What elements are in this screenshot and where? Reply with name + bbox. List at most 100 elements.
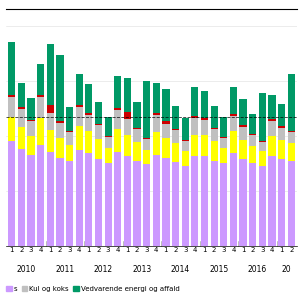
- Bar: [259, 142, 266, 151]
- Bar: [124, 112, 131, 119]
- Bar: [201, 156, 208, 246]
- Bar: [124, 78, 131, 112]
- Bar: [8, 141, 15, 246]
- Bar: [172, 143, 179, 162]
- Bar: [85, 153, 92, 246]
- Bar: [27, 98, 35, 120]
- Bar: [230, 153, 237, 246]
- Bar: [85, 131, 92, 153]
- Bar: [268, 136, 276, 156]
- Bar: [191, 87, 199, 116]
- Bar: [18, 149, 25, 246]
- Bar: [259, 166, 266, 246]
- Bar: [230, 87, 237, 114]
- Bar: [104, 117, 112, 136]
- Bar: [66, 145, 73, 161]
- Bar: [220, 148, 227, 163]
- Bar: [239, 125, 247, 127]
- Bar: [268, 95, 276, 119]
- Bar: [56, 55, 64, 122]
- Bar: [76, 107, 83, 126]
- Legend: s, Kul og koks, Vedvarende energi og affald: s, Kul og koks, Vedvarende energi og aff…: [4, 283, 182, 295]
- Bar: [104, 136, 112, 137]
- Bar: [134, 142, 141, 161]
- Bar: [249, 114, 256, 134]
- Bar: [172, 130, 179, 143]
- Bar: [182, 166, 189, 246]
- Bar: [95, 159, 102, 246]
- Bar: [220, 117, 227, 137]
- Bar: [8, 95, 15, 97]
- Bar: [182, 151, 189, 166]
- Bar: [162, 122, 169, 124]
- Bar: [201, 135, 208, 156]
- Bar: [153, 112, 160, 115]
- Bar: [172, 106, 179, 129]
- Bar: [76, 126, 83, 150]
- Bar: [211, 128, 218, 129]
- Bar: [239, 99, 247, 125]
- Bar: [18, 109, 25, 127]
- Bar: [162, 138, 169, 158]
- Bar: [37, 95, 44, 97]
- Bar: [239, 159, 247, 246]
- Bar: [104, 137, 112, 148]
- Bar: [47, 152, 54, 246]
- Bar: [47, 44, 54, 105]
- Bar: [124, 135, 131, 156]
- Bar: [259, 93, 266, 141]
- Bar: [95, 102, 102, 124]
- Bar: [153, 83, 160, 112]
- Bar: [220, 137, 227, 138]
- Bar: [182, 140, 189, 141]
- Bar: [230, 114, 237, 116]
- Bar: [230, 131, 237, 153]
- Bar: [268, 156, 276, 246]
- Bar: [220, 138, 227, 148]
- Bar: [95, 125, 102, 139]
- Bar: [143, 150, 150, 164]
- Bar: [191, 118, 199, 135]
- Bar: [162, 124, 169, 138]
- Bar: [8, 42, 15, 95]
- Bar: [249, 135, 256, 146]
- Bar: [143, 138, 150, 139]
- Bar: [288, 143, 295, 161]
- Bar: [278, 126, 285, 128]
- Bar: [124, 119, 131, 135]
- Bar: [85, 112, 92, 115]
- Bar: [134, 128, 141, 129]
- Bar: [85, 84, 92, 112]
- Bar: [268, 119, 276, 122]
- Bar: [211, 106, 218, 128]
- Bar: [8, 97, 15, 117]
- Bar: [47, 105, 54, 112]
- Bar: [66, 161, 73, 246]
- Bar: [76, 150, 83, 246]
- Bar: [211, 129, 218, 141]
- Bar: [37, 145, 44, 246]
- Bar: [124, 156, 131, 246]
- Bar: [239, 140, 247, 159]
- Bar: [182, 141, 189, 151]
- Bar: [143, 139, 150, 150]
- Bar: [56, 158, 64, 246]
- Text: 2013: 2013: [132, 266, 152, 274]
- Text: 2010: 2010: [16, 266, 36, 274]
- Bar: [104, 148, 112, 163]
- Bar: [37, 64, 44, 95]
- Bar: [191, 156, 199, 246]
- Bar: [47, 112, 54, 130]
- Bar: [134, 129, 141, 142]
- Bar: [259, 151, 266, 166]
- Bar: [201, 118, 208, 120]
- Bar: [134, 102, 141, 128]
- Bar: [76, 105, 83, 107]
- Bar: [37, 118, 44, 145]
- Bar: [47, 130, 54, 152]
- Bar: [288, 133, 295, 143]
- Bar: [18, 83, 25, 107]
- Bar: [162, 158, 169, 246]
- Bar: [201, 91, 208, 118]
- Bar: [56, 122, 64, 138]
